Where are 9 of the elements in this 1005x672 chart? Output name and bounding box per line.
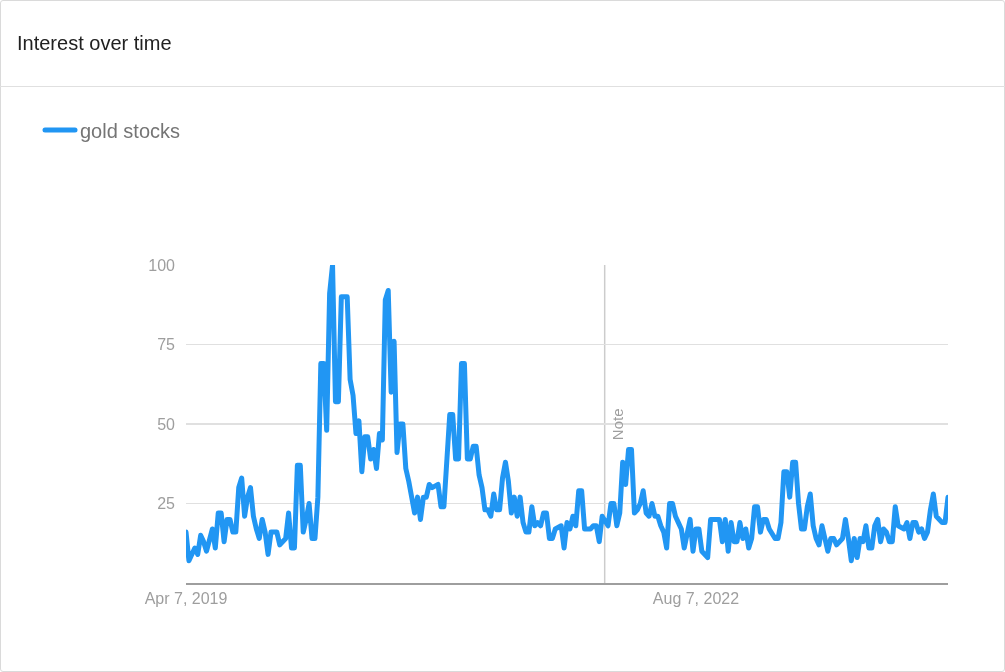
x-tick-label: Aug 7, 2022 [652, 589, 740, 607]
y-tick-label: 100 [148, 256, 176, 274]
y-tick-label: 50 [157, 415, 176, 433]
y-tick-label: 75 [157, 336, 176, 354]
ref-line-label: Note [609, 408, 627, 441]
x-tick-label: Apr 7, 2019 [144, 589, 228, 607]
y-tick-label: 25 [157, 495, 176, 513]
chart-title: Interest over time [17, 32, 172, 54]
legend-label: gold stocks [80, 119, 181, 142]
